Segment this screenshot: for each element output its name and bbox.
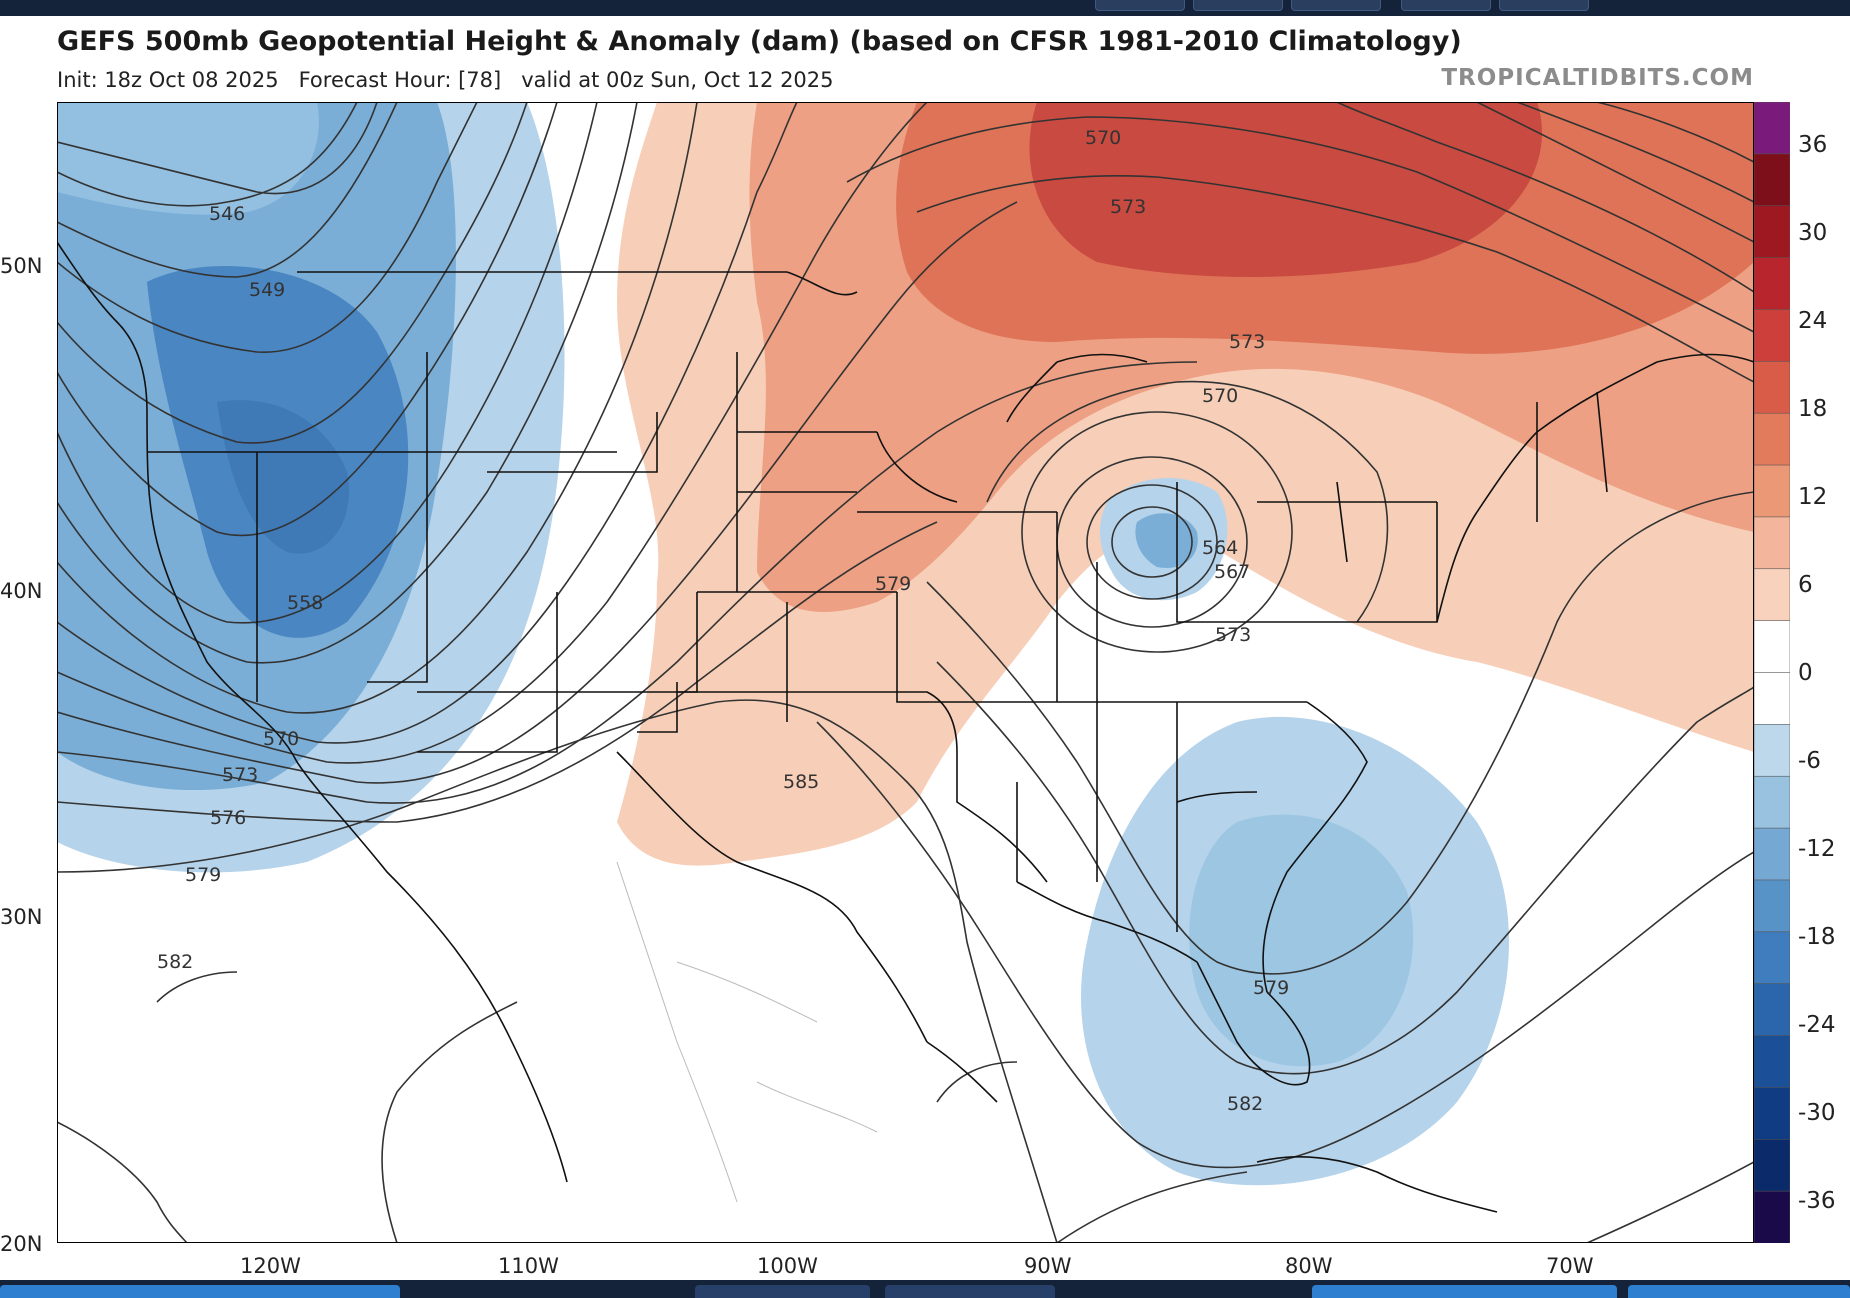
colorbar-label: 18 bbox=[1798, 396, 1828, 422]
toolbar-button[interactable] bbox=[1095, 0, 1185, 11]
contour-label: 567 bbox=[1214, 561, 1250, 583]
colorbar-segment bbox=[1754, 620, 1790, 674]
anomaly-colorbar bbox=[1754, 102, 1790, 1243]
bottom-tab[interactable] bbox=[1628, 1285, 1850, 1298]
colorbar-segment bbox=[1754, 205, 1790, 259]
colorbar-segment bbox=[1754, 724, 1790, 778]
colorbar-segment bbox=[1754, 568, 1790, 622]
lon-label-80w: 80W bbox=[1285, 1254, 1333, 1278]
contour-label: 573 bbox=[1110, 196, 1146, 218]
bottom-tab[interactable] bbox=[695, 1285, 870, 1298]
contour-label: 576 bbox=[210, 807, 246, 829]
colorbar-segment bbox=[1754, 1035, 1790, 1089]
colorbar-segment bbox=[1754, 983, 1790, 1037]
contour-label: 546 bbox=[209, 203, 245, 225]
lon-label-90w: 90W bbox=[1024, 1254, 1072, 1278]
map-subtitle: Init: 18z Oct 08 2025 Forecast Hour: [78… bbox=[57, 68, 834, 92]
colorbar-label: 24 bbox=[1798, 308, 1828, 334]
lon-label-110w: 110W bbox=[498, 1254, 559, 1278]
anomaly-nw-corner bbox=[57, 102, 319, 215]
colorbar-label: -12 bbox=[1798, 836, 1836, 862]
colorbar-segment bbox=[1754, 361, 1790, 414]
bottom-tab[interactable] bbox=[885, 1285, 1055, 1298]
colorbar-label: 12 bbox=[1798, 484, 1828, 510]
contour-label: 564 bbox=[1202, 537, 1238, 559]
colorbar-segment bbox=[1754, 1138, 1790, 1192]
contour-label: 582 bbox=[157, 951, 193, 973]
lat-label-40n: 40N bbox=[0, 579, 43, 603]
colorbar-segment bbox=[1754, 464, 1790, 518]
toolbar-button[interactable] bbox=[1291, 0, 1381, 11]
mexico-borders bbox=[616, 861, 878, 1203]
colorbar-label: 6 bbox=[1798, 572, 1813, 598]
colorbar-segment bbox=[1754, 257, 1790, 311]
colorbar-segment bbox=[1754, 153, 1790, 207]
contour-label: 573 bbox=[222, 764, 258, 786]
contour-label: 570 bbox=[1202, 385, 1238, 407]
height-contours bbox=[57, 102, 1754, 1243]
contour-label: 579 bbox=[875, 573, 911, 595]
colorbar-segment bbox=[1754, 672, 1790, 726]
bottom-tab[interactable] bbox=[0, 1285, 400, 1298]
colorbar-label: 30 bbox=[1798, 220, 1828, 246]
colorbar-label: 36 bbox=[1798, 132, 1828, 158]
contour-label: 579 bbox=[1253, 977, 1289, 999]
toolbar-button[interactable] bbox=[1193, 0, 1283, 11]
lat-label-30n: 30N bbox=[0, 905, 43, 929]
anomaly-lakes-low-mid bbox=[1135, 513, 1198, 568]
toolbar-button[interactable] bbox=[1401, 0, 1491, 11]
contour-label: 585 bbox=[783, 771, 819, 793]
borders bbox=[57, 241, 1754, 1213]
bottom-tab[interactable] bbox=[1312, 1285, 1617, 1298]
colorbar-label: 0 bbox=[1798, 660, 1813, 686]
contour-label: 549 bbox=[249, 279, 285, 301]
colorbar-label: -6 bbox=[1798, 748, 1821, 774]
colorbar-label: -30 bbox=[1798, 1100, 1836, 1126]
contour-label: 579 bbox=[185, 864, 221, 886]
colorbar-label: -24 bbox=[1798, 1012, 1836, 1038]
colorbar-segment bbox=[1754, 1087, 1790, 1141]
top-toolbar bbox=[0, 0, 1850, 16]
anomaly-positive-dark bbox=[1029, 102, 1542, 277]
colorbar-segment bbox=[1754, 412, 1790, 466]
lat-label-50n: 50N bbox=[0, 254, 43, 278]
map-title: GEFS 500mb Geopotential Height & Anomaly… bbox=[57, 26, 1462, 57]
lat-label-20n: 20N bbox=[0, 1232, 43, 1256]
colorbar-segment bbox=[1754, 309, 1790, 363]
height-anomaly-map: 546 549 558 570 573 576 579 582 585 579 … bbox=[57, 102, 1754, 1243]
colorbar-segment bbox=[1754, 516, 1790, 570]
colorbar-segment bbox=[1754, 827, 1790, 881]
colorbar-segment bbox=[1754, 879, 1790, 933]
toolbar-button[interactable] bbox=[1499, 0, 1589, 11]
colorbar-segment bbox=[1754, 775, 1790, 829]
anomaly-west-darker bbox=[217, 400, 349, 554]
contour-label: 558 bbox=[287, 592, 323, 614]
lon-label-100w: 100W bbox=[757, 1254, 818, 1278]
colorbar-segment bbox=[1754, 931, 1790, 985]
contour-label: 573 bbox=[1229, 331, 1265, 353]
contour-label: 573 bbox=[1215, 624, 1251, 646]
lon-label-70w: 70W bbox=[1546, 1254, 1594, 1278]
contour-label: 570 bbox=[1085, 127, 1121, 149]
contour-label: 582 bbox=[1227, 1093, 1263, 1115]
anomaly-southeast-mid bbox=[1189, 814, 1414, 1067]
site-credit: TROPICALTIDBITS.COM bbox=[1441, 65, 1754, 91]
colorbar-label: -36 bbox=[1798, 1188, 1836, 1214]
contour-label: 570 bbox=[263, 728, 299, 750]
lon-label-120w: 120W bbox=[240, 1254, 301, 1278]
colorbar-segment bbox=[1754, 1190, 1790, 1243]
colorbar-segment bbox=[1754, 102, 1790, 155]
colorbar-label: -18 bbox=[1798, 924, 1836, 950]
